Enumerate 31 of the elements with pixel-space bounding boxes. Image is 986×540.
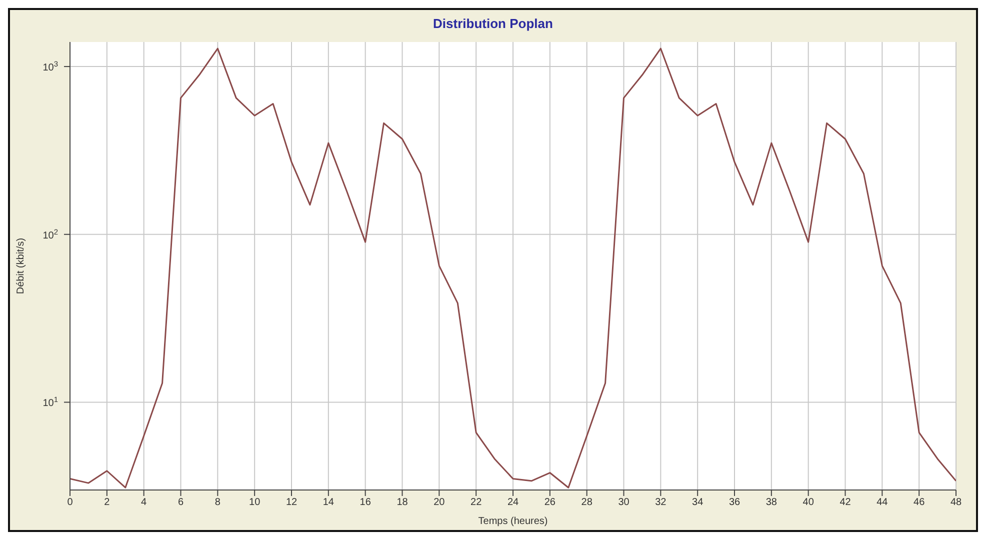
x-tick-label: 34 — [692, 497, 704, 508]
y-tick-label: 10$^{2}$ — [42, 226, 58, 242]
y-axis-title: Débit (kbit/s) — [16, 238, 27, 294]
x-tick-label: 12 — [286, 497, 298, 508]
x-tick-label: 14 — [322, 497, 334, 508]
x-tick-label: 36 — [728, 497, 740, 508]
x-tick-label: 8 — [214, 497, 221, 508]
x-tick-label: 4 — [141, 497, 148, 508]
x-tick-label: 28 — [581, 497, 593, 508]
x-tick-label: 6 — [178, 497, 184, 508]
x-tick-label: 2 — [104, 497, 110, 508]
x-tick-label: 16 — [360, 497, 372, 508]
x-tick-label: 0 — [67, 497, 74, 508]
x-tick-label: 40 — [802, 497, 814, 508]
x-tick-label: 22 — [470, 497, 482, 508]
x-tick-label: 48 — [950, 497, 962, 508]
x-tick-label: 24 — [507, 497, 519, 508]
x-tick-label: 10 — [249, 497, 261, 508]
x-tick-label: 46 — [914, 497, 926, 508]
x-tick-label: 38 — [766, 497, 778, 508]
x-tick-label: 30 — [618, 497, 630, 508]
x-tick-label: 18 — [396, 497, 408, 508]
x-tick-label: 32 — [655, 497, 667, 508]
x-tick-label: 44 — [876, 497, 888, 508]
y-tick-label: 10$^{1}$ — [42, 394, 58, 410]
x-tick-label: 20 — [434, 497, 446, 508]
y-tick-label: 10$^{3}$ — [42, 59, 58, 74]
x-axis-title: Temps (heures) — [478, 516, 548, 527]
chart-title: Distribution Poplan — [432, 15, 554, 33]
x-tick-label: 26 — [544, 497, 556, 508]
x-tick-label: 42 — [840, 497, 852, 508]
